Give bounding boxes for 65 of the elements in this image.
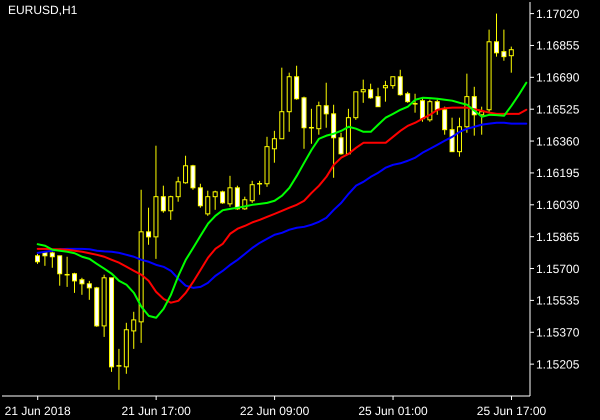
candlestick xyxy=(398,69,403,96)
candlestick xyxy=(420,97,425,122)
candlestick xyxy=(405,91,410,104)
candlestick xyxy=(308,108,315,144)
y-tick-label: 1.17020 xyxy=(536,6,580,21)
candlestick xyxy=(227,175,232,208)
candlestick xyxy=(86,280,92,300)
candlestick xyxy=(42,252,48,266)
candlestick xyxy=(450,117,455,152)
candlestick xyxy=(160,185,166,214)
candlestick xyxy=(360,79,366,104)
x-tick-label: 25 Jun 01:00 xyxy=(358,404,428,418)
candlestick xyxy=(294,65,300,100)
candlestick xyxy=(234,185,240,210)
candlestick xyxy=(376,87,381,108)
line-series xyxy=(36,82,528,319)
y-tick-label: 1.15700 xyxy=(536,262,580,276)
y-tick-label: 1.16525 xyxy=(536,102,580,116)
x-tick-label: 21 Jun 17:00 xyxy=(121,404,192,418)
candlestick xyxy=(501,29,506,62)
y-tick-label: 1.15535 xyxy=(536,294,580,308)
candlestick xyxy=(331,104,336,178)
y-tick-label: 1.16690 xyxy=(536,70,580,85)
candlestick xyxy=(64,256,70,288)
candlestick xyxy=(35,253,40,264)
candlestick xyxy=(72,272,78,294)
y-tick-label: 1.16195 xyxy=(536,166,580,180)
candlestick xyxy=(250,180,255,204)
x-tick-label: 22 Jun 09:00 xyxy=(240,404,310,418)
candlestick xyxy=(50,251,55,268)
candlestick xyxy=(256,180,263,196)
chart-title: EURUSD,H1 xyxy=(8,3,78,17)
candlestick xyxy=(338,132,344,156)
candlestick xyxy=(368,83,374,100)
y-tick-label: 1.16360 xyxy=(536,134,580,148)
candlestick xyxy=(382,80,388,102)
candlestick xyxy=(412,93,418,114)
x-tick-label: 21 Jun 2018 xyxy=(4,404,72,418)
candlestick xyxy=(198,183,203,208)
y-tick-label: 1.16855 xyxy=(536,38,580,53)
candlestick xyxy=(220,190,226,204)
candlestick xyxy=(272,130,277,164)
candlestick xyxy=(146,207,152,246)
candlestick xyxy=(494,13,499,58)
candlestick xyxy=(508,46,514,74)
candlestick xyxy=(131,311,136,350)
candlestick xyxy=(212,190,218,210)
candlestick xyxy=(57,255,62,286)
candlestick xyxy=(324,82,329,128)
y-tick-label: 1.15370 xyxy=(536,326,580,340)
y-tick-label: 1.15205 xyxy=(536,357,580,372)
x-tick-label: 25 Jun 17:00 xyxy=(476,404,547,418)
candlestick xyxy=(79,277,84,296)
line-series xyxy=(36,122,528,289)
candlestick xyxy=(176,176,181,202)
candlestick xyxy=(390,76,396,90)
y-tick-label: 1.16030 xyxy=(536,198,580,212)
candlestick xyxy=(442,106,448,136)
candlestick xyxy=(205,190,210,216)
candlestick xyxy=(190,164,196,190)
candlestick xyxy=(168,195,174,220)
candlestick xyxy=(183,155,188,184)
y-tick-label: 1.15865 xyxy=(536,230,580,244)
candlestick xyxy=(116,348,122,390)
candlestick xyxy=(316,101,322,136)
